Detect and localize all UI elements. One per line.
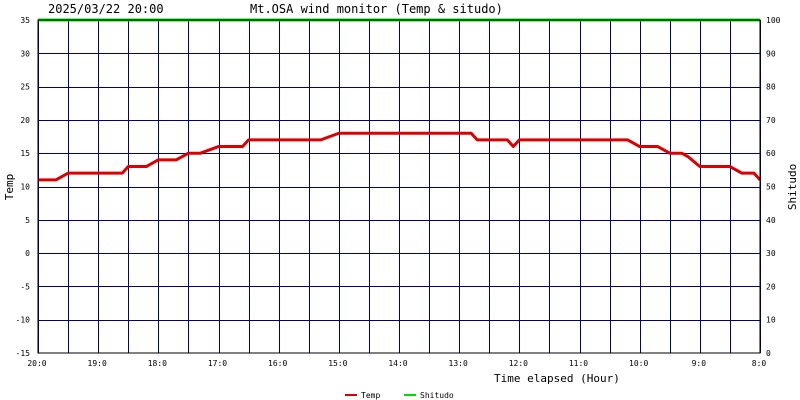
y2-tick-label: 80 (766, 83, 776, 92)
y2-tick-label: 0 (766, 349, 771, 358)
x-tick-label: 20:0 (27, 359, 46, 368)
y-tick-label: 25 (20, 83, 30, 92)
y2-axis-label: Shitudo (786, 164, 799, 210)
x-tick-label: 12:0 (509, 359, 528, 368)
y2-tick-label: 60 (766, 149, 776, 158)
x-tick-label: 18:0 (148, 359, 167, 368)
legend-label-temp: Temp (361, 391, 380, 400)
legend: Temp Shitudo (345, 391, 454, 400)
x-tick-label: 8:0 (752, 359, 767, 368)
y-tick-label: 15 (20, 149, 30, 158)
x-tick-label: 15:0 (328, 359, 347, 368)
y2-tick-label: 10 (766, 316, 776, 325)
y2-tick-label: 90 (766, 49, 776, 58)
grid (38, 20, 761, 353)
y2-tick-label: 100 (766, 16, 781, 25)
y-tick-label: 5 (25, 216, 30, 225)
x-tick-label: 10:0 (629, 359, 648, 368)
y2-tick-label: 40 (766, 216, 776, 225)
x-tick-label: 9:0 (692, 359, 707, 368)
y-tick-label: 35 (20, 16, 30, 25)
plot-frame (37, 19, 761, 354)
x-axis-ticks: 20:0 19:0 18:0 17:0 16:0 15:0 14:0 13:0 12:0 11:0… (27, 359, 766, 368)
y-tick-label: 20 (20, 116, 30, 125)
x-tick-label: 13:0 (449, 359, 468, 368)
y-tick-label: -5 (20, 282, 30, 291)
y2-tick-label: 30 (766, 249, 776, 258)
x-axis-label: Time elapsed (Hour) (494, 372, 620, 385)
y-tick-label: 0 (25, 249, 30, 258)
series-line-temp (38, 131, 762, 182)
chart-title: Mt.OSA wind monitor (Temp & situdo) (250, 2, 503, 16)
header-datetime: 2025/03/22 20:00 (48, 2, 164, 16)
y2-tick-label: 20 (766, 282, 776, 291)
y2-tick-label: 50 (766, 183, 776, 192)
y-tick-label: 30 (20, 49, 30, 58)
y2-tick-label: 70 (766, 116, 776, 125)
y-tick-label: 10 (20, 183, 30, 192)
y-axis-label: Temp (3, 174, 16, 201)
legend-label-shitudo: Shitudo (420, 391, 454, 400)
x-tick-label: 19:0 (88, 359, 107, 368)
x-tick-label: 14:0 (388, 359, 407, 368)
y-tick-label: -10 (16, 316, 31, 325)
y-tick-label: -15 (16, 349, 31, 358)
x-tick-label: 11:0 (569, 359, 588, 368)
y-axis-ticks: 35 30 25 20 15 10 5 0 -5 -10 -15 (16, 16, 31, 358)
x-tick-label: 17:0 (208, 359, 227, 368)
x-tick-label: 16:0 (268, 359, 287, 368)
